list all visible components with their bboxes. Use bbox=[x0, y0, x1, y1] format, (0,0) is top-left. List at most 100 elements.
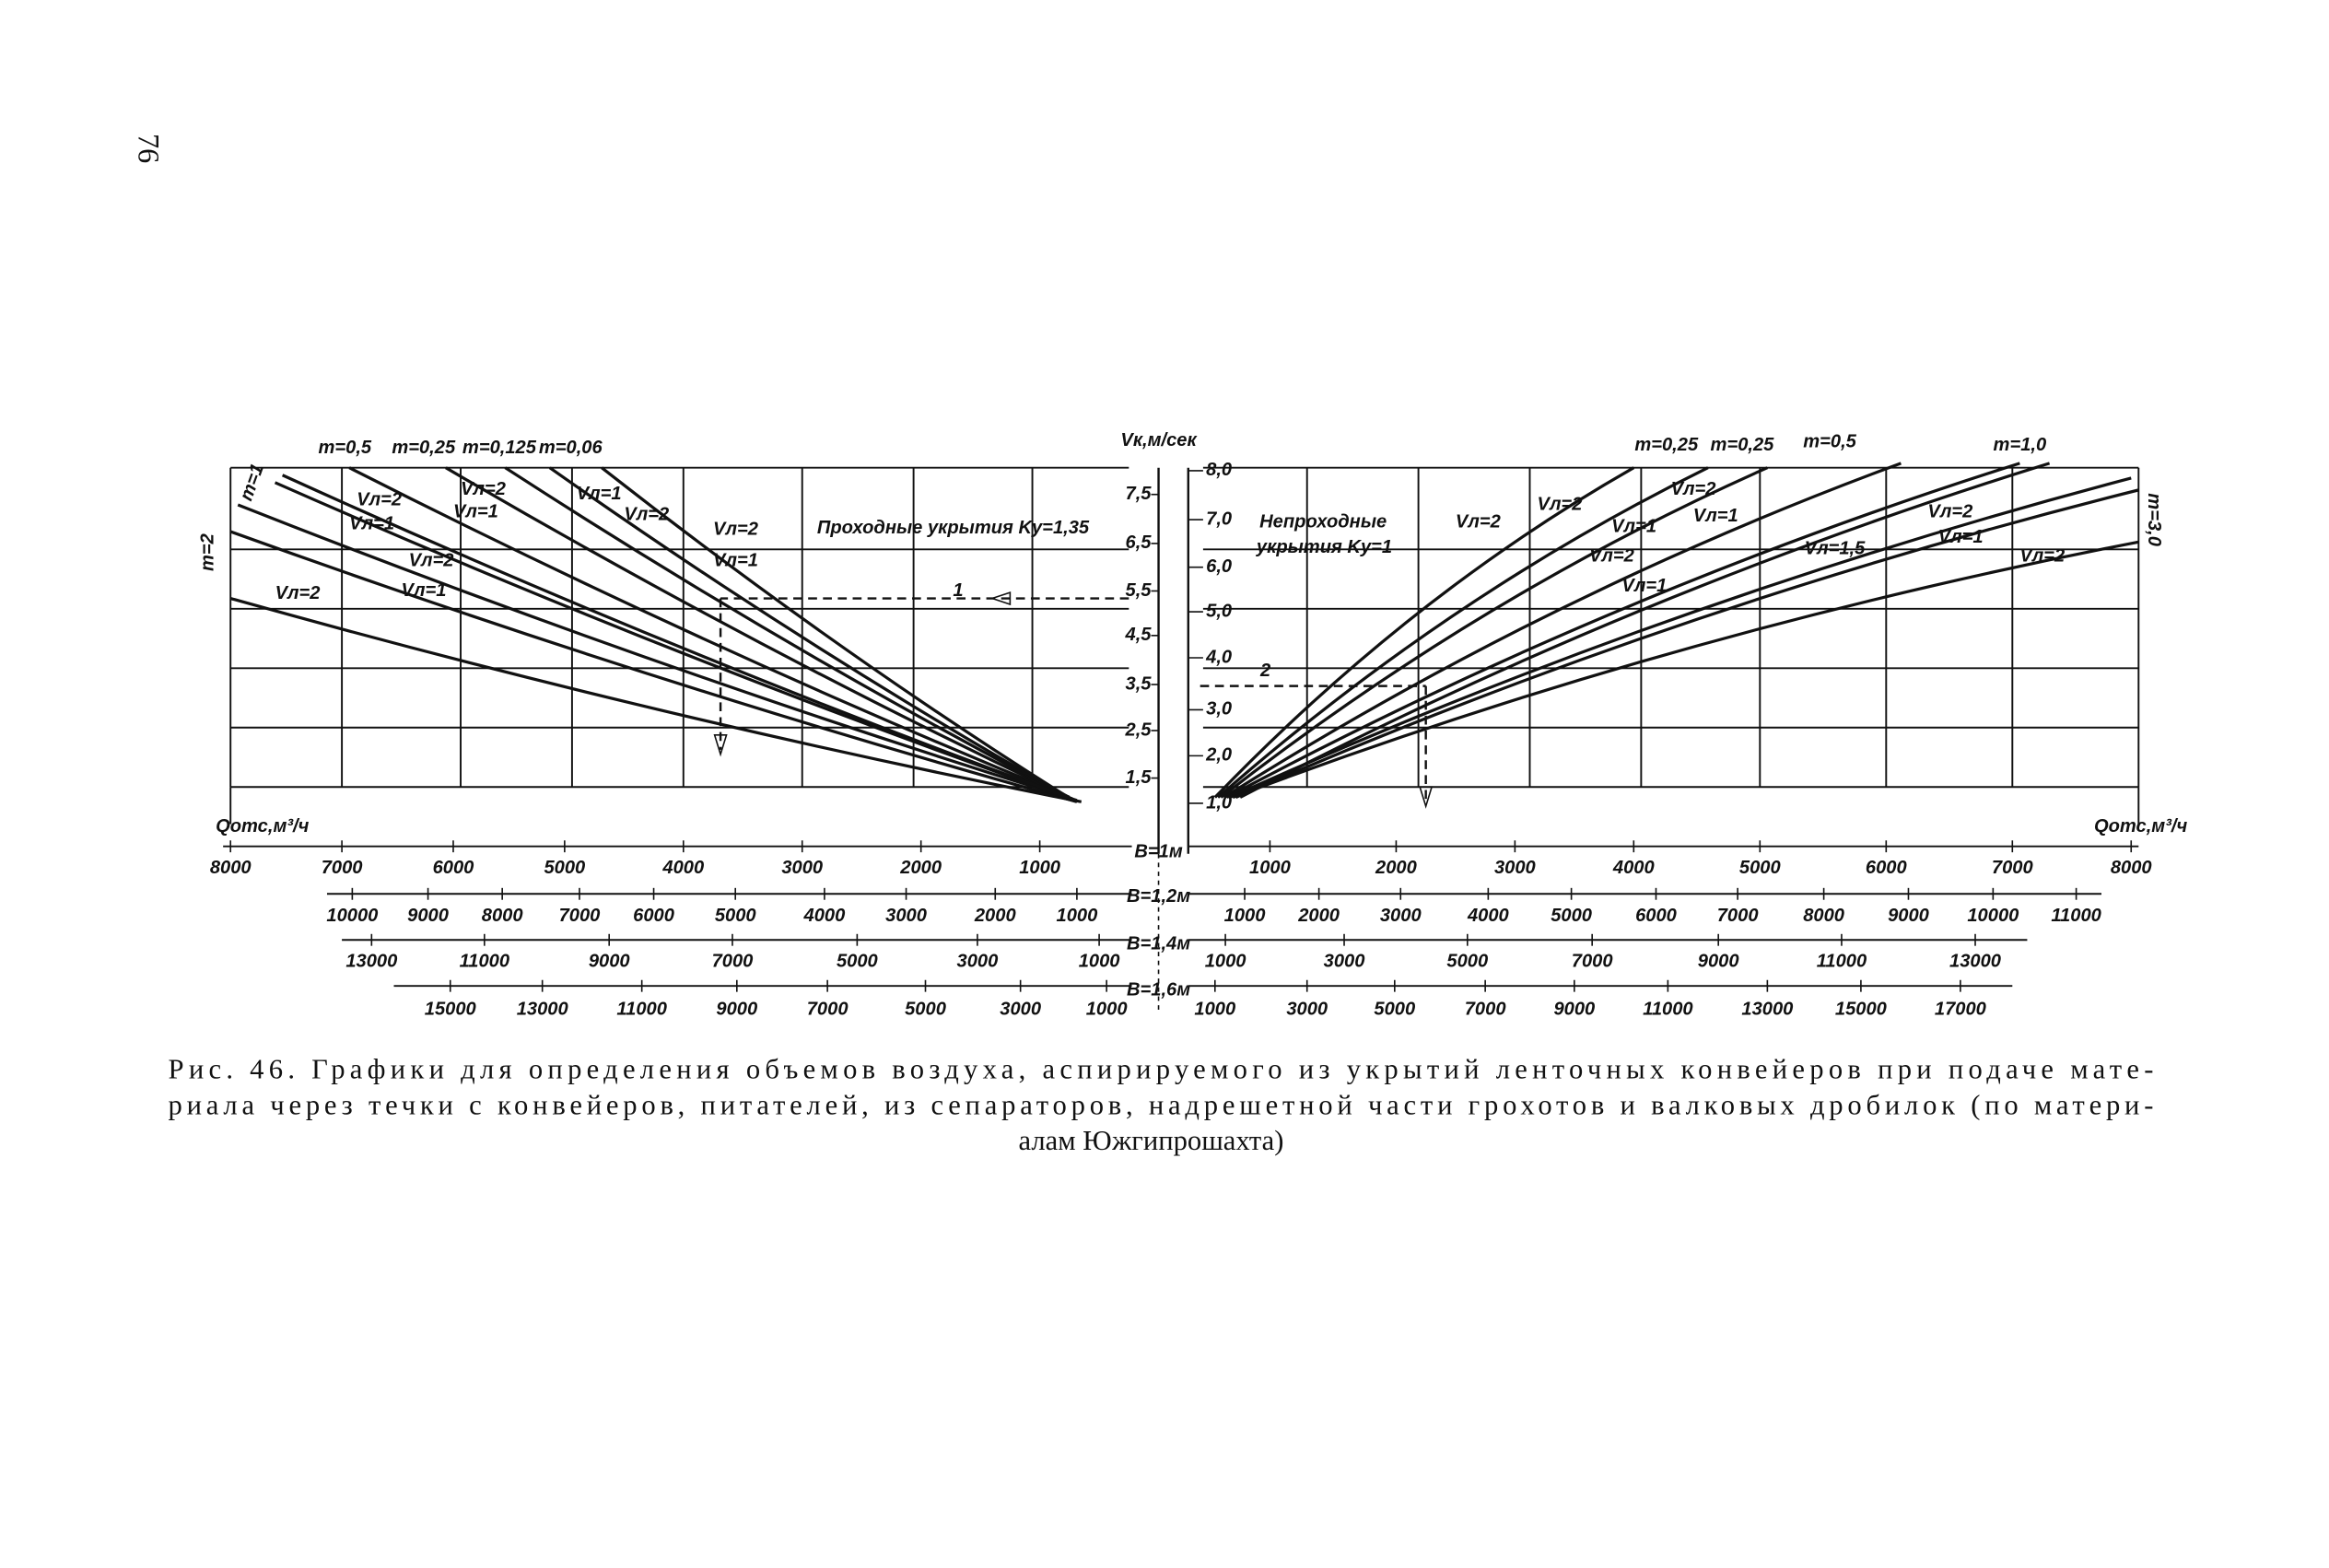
label: 6000 bbox=[633, 906, 674, 926]
label: 8000 bbox=[210, 858, 252, 878]
label: Vл=2 bbox=[1671, 479, 1716, 499]
curve bbox=[504, 466, 1068, 798]
curve bbox=[281, 474, 1073, 801]
label: Vл=1 bbox=[577, 484, 622, 504]
label: 7000 bbox=[1572, 952, 1613, 972]
label: 1000 bbox=[1249, 858, 1291, 878]
curve bbox=[229, 596, 1083, 803]
label: 9000 bbox=[1888, 906, 1929, 926]
label: 1 bbox=[953, 580, 963, 601]
label: m=0,5 bbox=[319, 438, 372, 458]
label: 7000 bbox=[712, 952, 754, 972]
curve bbox=[1223, 462, 1902, 799]
label: Vл=1 bbox=[402, 580, 447, 601]
label: укрытия Kу=1 bbox=[1256, 537, 1392, 557]
label: 9000 bbox=[407, 906, 449, 926]
label: 3000 bbox=[885, 906, 927, 926]
label: 4000 bbox=[1612, 858, 1655, 878]
label: Vл=2 bbox=[409, 551, 454, 571]
label: 13000 bbox=[1741, 999, 1793, 1019]
label: m=0,25 bbox=[392, 438, 456, 458]
label: Vк,м/сек bbox=[1120, 430, 1198, 451]
arrow bbox=[1419, 786, 1434, 809]
caption-line: Рис. 46. Графики для определения объемов… bbox=[169, 1054, 2154, 1085]
label: 13000 bbox=[345, 952, 397, 972]
curve bbox=[229, 530, 1078, 803]
label: 2000 bbox=[1375, 858, 1417, 878]
label: 3000 bbox=[1286, 999, 1328, 1019]
label: Непроходные bbox=[1259, 512, 1387, 532]
label: 6000 bbox=[433, 858, 474, 878]
label: 5000 bbox=[544, 858, 585, 878]
label: 1000 bbox=[1086, 999, 1128, 1019]
label: m=0,5 bbox=[1803, 432, 1856, 452]
label: 5000 bbox=[1446, 952, 1488, 972]
label: B=1м bbox=[1134, 841, 1182, 861]
label: m=0,125 bbox=[462, 438, 537, 458]
label: m=1,0 bbox=[1994, 435, 2047, 455]
label: 2 bbox=[1259, 661, 1270, 681]
label: 7,0 bbox=[1206, 509, 1232, 529]
label: Vл=2 bbox=[1589, 546, 1634, 567]
arrow bbox=[713, 734, 728, 757]
label: 3000 bbox=[781, 858, 823, 878]
label: 9000 bbox=[716, 999, 757, 1019]
label: 10000 bbox=[326, 906, 378, 926]
label: 2,5 bbox=[1125, 720, 1153, 740]
label: 6,0 bbox=[1206, 556, 1232, 577]
label: 3000 bbox=[1000, 999, 1041, 1019]
curve bbox=[1235, 488, 2139, 799]
label: 1000 bbox=[1224, 906, 1266, 926]
label: 3,5 bbox=[1126, 673, 1153, 694]
nomogram: 1 2 Vк,м/сек 7,5 6,5 5,5 4,5 3,5 2,5 1,5 8,0 7,0 6,0… bbox=[197, 430, 2187, 1019]
label: 3000 bbox=[1494, 858, 1536, 878]
curve bbox=[1216, 466, 1709, 799]
label: 1,5 bbox=[1126, 767, 1153, 788]
label: 4000 bbox=[661, 858, 704, 878]
label: 10000 bbox=[1967, 906, 2019, 926]
label: 9000 bbox=[589, 952, 630, 972]
label: 3,0 bbox=[1206, 699, 1232, 720]
label: 2000 bbox=[899, 858, 942, 878]
label: 11000 bbox=[1643, 999, 1692, 1019]
label: 9000 bbox=[1698, 952, 1739, 972]
label: 5000 bbox=[905, 999, 946, 1019]
label: 6000 bbox=[1635, 906, 1677, 926]
label: 11000 bbox=[2051, 906, 2101, 926]
label: Vл=1 bbox=[1693, 506, 1738, 526]
label: 13000 bbox=[517, 999, 568, 1019]
label: 6,5 bbox=[1126, 532, 1153, 553]
label: 5000 bbox=[1551, 906, 1592, 926]
curve bbox=[237, 503, 1078, 802]
caption-line: алам Южгипрошахта) bbox=[1019, 1125, 1284, 1156]
label: 4,0 bbox=[1205, 647, 1232, 667]
label: 5000 bbox=[837, 952, 878, 972]
label: Vл=2 bbox=[275, 583, 321, 603]
label: 2000 bbox=[974, 906, 1016, 926]
label: B=1,2м bbox=[1127, 886, 1190, 907]
label: 11000 bbox=[1817, 952, 1867, 972]
curve bbox=[348, 466, 1071, 799]
label: 6000 bbox=[1866, 858, 1907, 878]
label: 7000 bbox=[1992, 858, 2033, 878]
label: Vл=1 bbox=[1621, 576, 1667, 596]
label: Vл=1 bbox=[1611, 516, 1656, 536]
label: 1000 bbox=[1019, 858, 1060, 878]
curve bbox=[1232, 540, 2139, 800]
label: 5,5 bbox=[1126, 580, 1153, 601]
label: Vл=2 bbox=[357, 489, 402, 509]
label: 2,0 bbox=[1205, 745, 1232, 766]
label: m=2 bbox=[197, 533, 217, 571]
label: 13000 bbox=[1949, 952, 2001, 972]
label: m=3,0 bbox=[2144, 493, 2164, 546]
label: m=0,25 bbox=[1711, 435, 1775, 455]
curve bbox=[601, 466, 1065, 796]
curve bbox=[548, 466, 1065, 796]
label: 8,0 bbox=[1206, 460, 1232, 480]
label: 15000 bbox=[1835, 999, 1887, 1019]
label: 4000 bbox=[1467, 906, 1509, 926]
label: 3000 bbox=[1380, 906, 1422, 926]
label: Vл=2 bbox=[1456, 512, 1501, 532]
label: Qотс,м³/ч bbox=[216, 816, 310, 837]
label: Vл=2 bbox=[1927, 501, 1972, 521]
